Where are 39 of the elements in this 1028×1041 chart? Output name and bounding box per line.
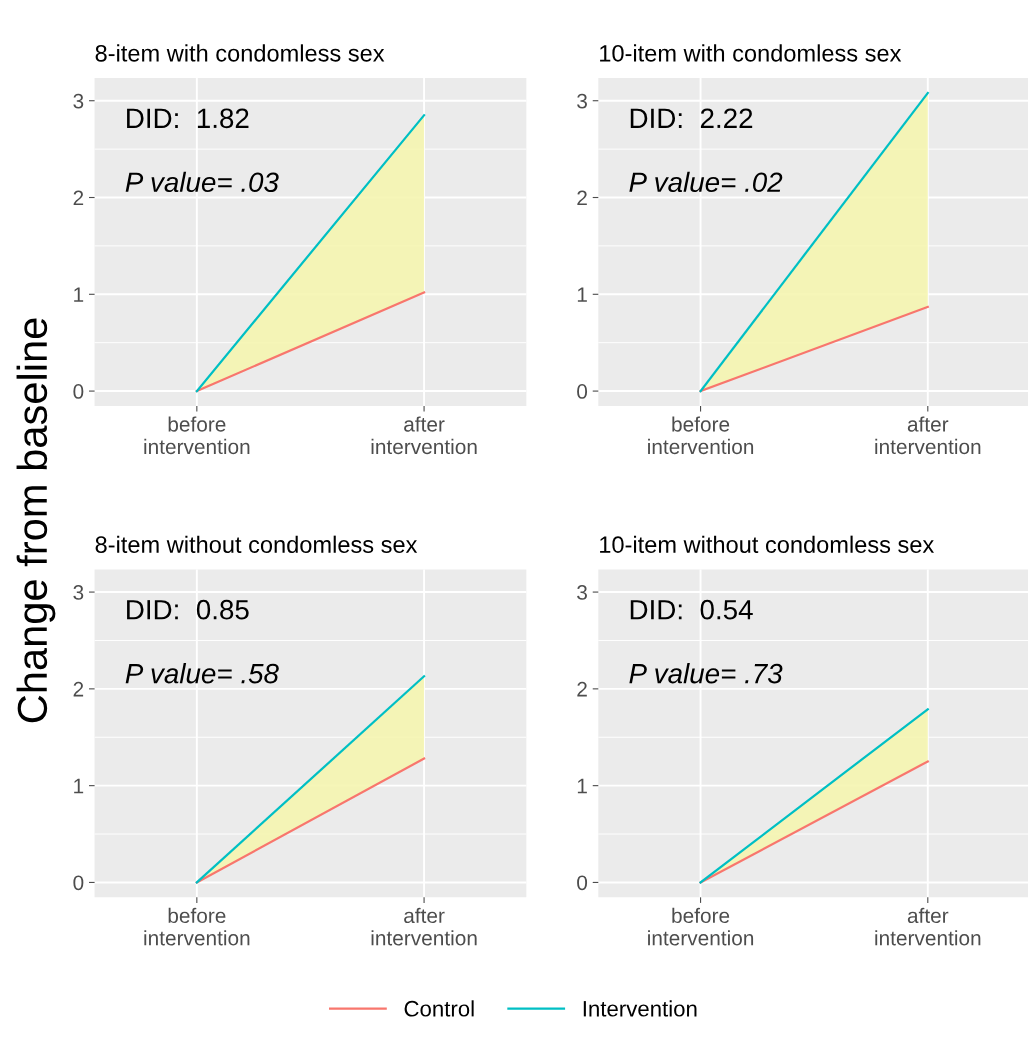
y-tick-label: 2 [73,681,84,697]
legend-label: Intervention [583,1000,697,1017]
y-axis-title: Change from baseline [16,318,56,723]
annotation: DID: 0.54 [630,599,753,620]
y-tick-label: 2 [577,190,587,206]
y-tick-label: 0 [577,384,588,399]
y-tick-label: 1 [577,778,587,794]
x-tick-label: before intervention [648,907,754,946]
y-tick-label: 1 [74,287,84,302]
x-tick-label: before intervention [144,416,250,455]
chart-title: 10-item without condomless sex [600,535,934,553]
annotation: P value= .73 [629,663,783,684]
annotation: P value= .03 [125,171,279,193]
annotation: P value= .02 [629,171,783,193]
x-tick-label: before intervention [144,907,250,946]
x-tick-label: after intervention [875,416,981,455]
y-tick-label: 3 [73,585,84,600]
y-tick-label: 3 [577,93,587,109]
y-tick-label: 1 [577,287,587,302]
y-tick-label: 3 [577,585,587,600]
legend-label: Control [404,1000,474,1017]
y-tick-label: 0 [577,875,588,891]
x-tick-label: after intervention [875,907,981,946]
chart-title: 8-item without condomless sex [95,535,418,553]
y-tick-label: 0 [73,875,84,891]
chart-title: 10-item with condomless sex [600,44,902,62]
annotation: DID: 2.22 [630,108,753,128]
y-tick-label: 1 [74,778,84,794]
x-tick-label: after intervention [371,416,477,455]
x-tick-label: before intervention [648,416,754,455]
y-tick-label: 2 [577,681,587,697]
annotation: P value= .58 [125,663,279,684]
annotation: DID: 1.82 [127,108,249,129]
y-tick-label: 2 [73,190,84,206]
x-tick-label: after intervention [371,907,477,946]
annotation: DID: 0.85 [127,599,249,620]
chart-title: 8-item with condomless sex [95,44,385,62]
y-tick-label: 3 [73,93,84,109]
y-tick-label: 0 [73,384,84,399]
